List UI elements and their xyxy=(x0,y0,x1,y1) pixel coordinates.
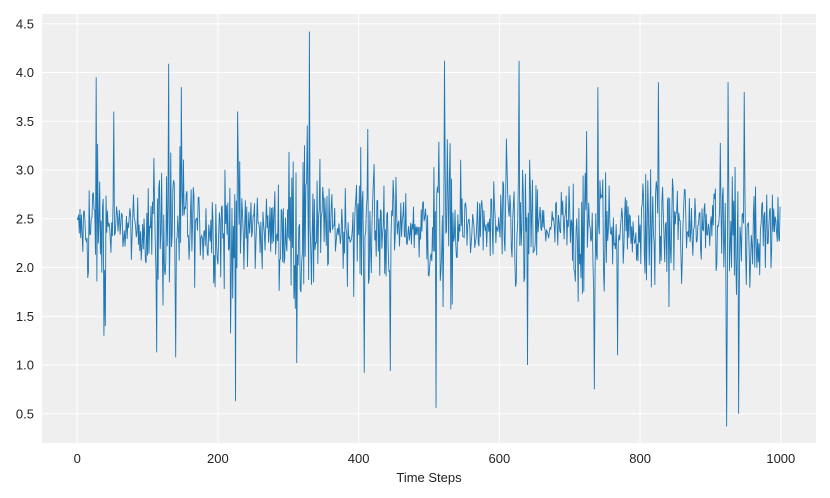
grid-lines xyxy=(42,14,816,443)
y-tick-label: 1.0 xyxy=(16,358,34,373)
x-tick-label: 400 xyxy=(348,451,370,466)
tick-labels: 0 200 400 600 800 1000 0.5 1.0 1.5 2.0 2.5 3.0 3.5 4.… xyxy=(16,16,795,466)
y-tick-label: 4.5 xyxy=(16,16,34,31)
y-tick-label: 3.5 xyxy=(16,114,34,129)
x-tick-label: 800 xyxy=(629,451,651,466)
y-tick-label: 2.0 xyxy=(16,260,34,275)
x-axis-title: Time Steps xyxy=(396,470,462,485)
x-tick-label: 200 xyxy=(207,451,229,466)
series-line xyxy=(76,31,781,427)
y-tick-label: 2.5 xyxy=(16,211,34,226)
y-tick-label: 4.0 xyxy=(16,65,34,80)
x-tick-label: 1000 xyxy=(766,451,795,466)
y-tick-label: 0.5 xyxy=(16,406,34,421)
x-tick-label: 0 xyxy=(74,451,81,466)
y-tick-label: 1.5 xyxy=(16,309,34,324)
x-tick-label: 600 xyxy=(489,451,511,466)
y-tick-label: 3.0 xyxy=(16,163,34,178)
